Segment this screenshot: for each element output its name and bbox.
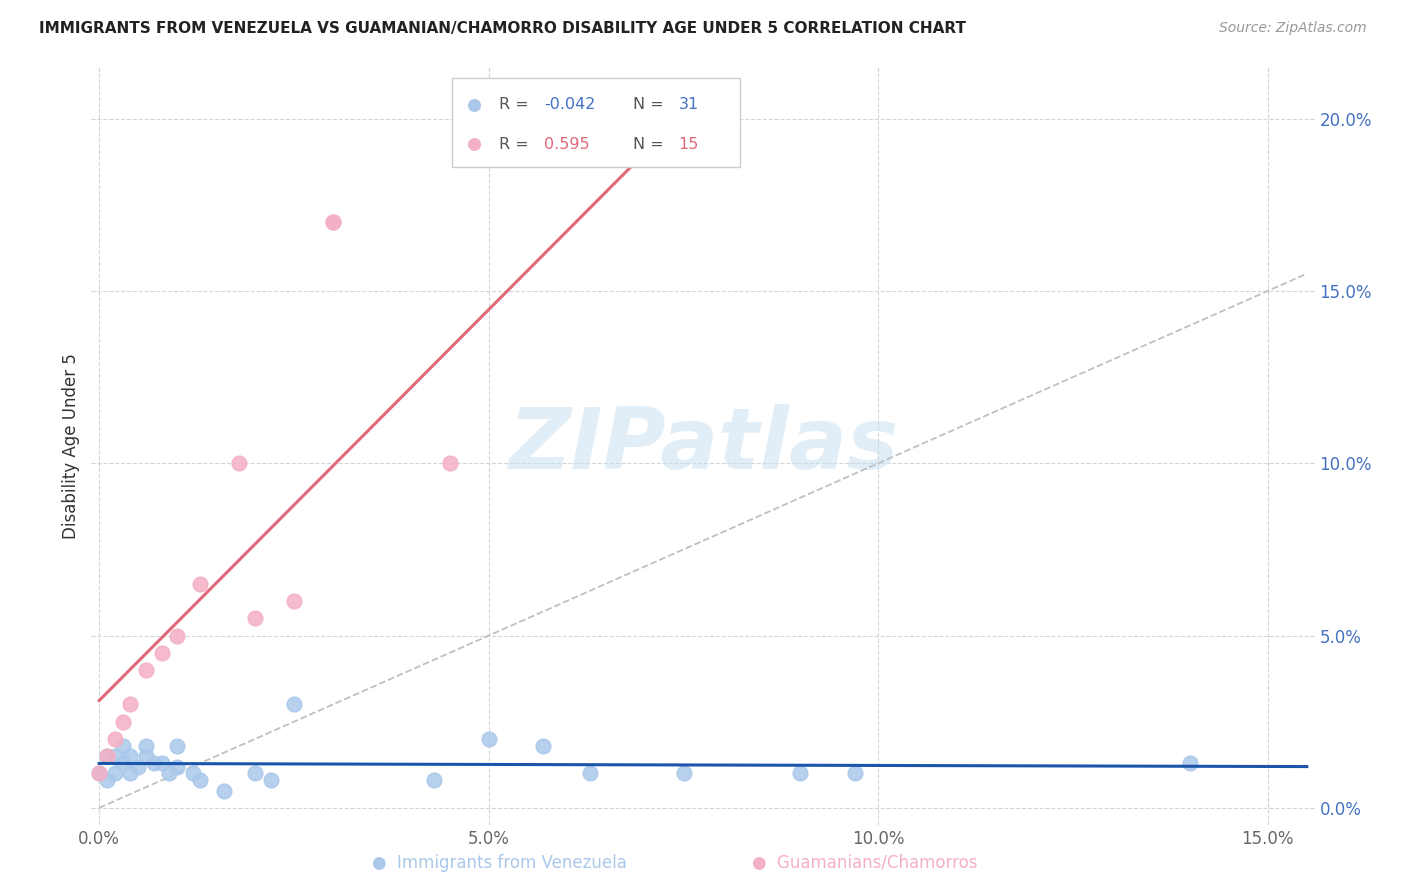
Point [96, 749, 118, 764]
FancyBboxPatch shape [453, 78, 740, 167]
Point [166, 759, 188, 773]
Point [104, 731, 127, 746]
Point [283, 698, 305, 712]
Text: ZIPatlas: ZIPatlas [508, 404, 898, 488]
Point [111, 756, 134, 770]
Text: -0.042: -0.042 [544, 97, 595, 112]
Point [212, 783, 235, 797]
Text: IMMIGRANTS FROM VENEZUELA VS GUAMANIAN/CHAMORRO DISABILITY AGE UNDER 5 CORRELATI: IMMIGRANTS FROM VENEZUELA VS GUAMANIAN/C… [39, 21, 966, 36]
Point [283, 594, 305, 608]
Point [104, 766, 127, 780]
Point [259, 773, 281, 788]
Point [150, 756, 173, 770]
Text: 31: 31 [679, 97, 699, 112]
Point [96, 773, 118, 788]
Point [89, 766, 111, 780]
Point [190, 773, 212, 788]
Point [120, 749, 142, 764]
Point [166, 628, 188, 642]
Point [120, 698, 142, 712]
Point [104, 749, 127, 764]
Point [157, 766, 180, 780]
Text: N =: N = [633, 97, 669, 112]
Point [672, 766, 695, 780]
Point [243, 611, 266, 625]
Text: R =: R = [499, 97, 534, 112]
Point [322, 215, 344, 229]
Point [228, 456, 250, 470]
Point [844, 766, 866, 780]
Point [96, 749, 118, 764]
Text: R =: R = [499, 136, 538, 152]
Point [111, 739, 134, 753]
Point [142, 756, 165, 770]
Text: N =: N = [633, 136, 669, 152]
Point [89, 766, 111, 780]
Point [1178, 756, 1201, 770]
Point [135, 739, 157, 753]
Point [120, 766, 142, 780]
Point [127, 759, 149, 773]
Point [322, 215, 344, 229]
Point [478, 731, 501, 746]
Point [111, 714, 134, 729]
Point [166, 739, 188, 753]
Text: ●  Immigrants from Venezuela: ● Immigrants from Venezuela [371, 855, 627, 872]
Point [135, 663, 157, 677]
Text: ●  Guamanians/Chamorros: ● Guamanians/Chamorros [752, 855, 977, 872]
Point [243, 766, 266, 780]
Text: 0.595: 0.595 [544, 136, 589, 152]
Point [190, 577, 212, 591]
Point [579, 766, 602, 780]
Y-axis label: Disability Age Under 5: Disability Age Under 5 [62, 353, 80, 539]
Point [439, 456, 461, 470]
Point [135, 749, 157, 764]
Point [789, 766, 811, 780]
Text: Source: ZipAtlas.com: Source: ZipAtlas.com [1219, 21, 1367, 35]
Point [181, 766, 204, 780]
Point [423, 773, 446, 788]
Text: 15: 15 [679, 136, 699, 152]
Point [150, 646, 173, 660]
Point [531, 739, 554, 753]
